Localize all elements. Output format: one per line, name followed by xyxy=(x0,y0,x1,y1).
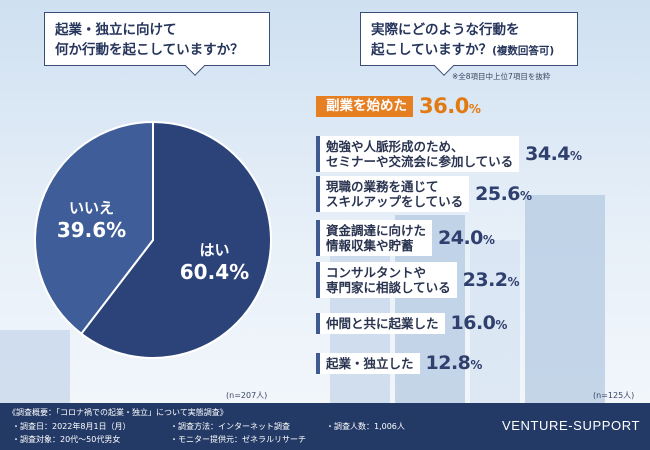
bar-category-label: 資金調達に向けた 情報収集や貯蓄 xyxy=(316,220,433,256)
bar-value-label: 36.0% xyxy=(419,94,481,118)
bar-item: 仲間と共に起業した 16.0% xyxy=(316,312,507,334)
right-note: ※全8項目中上位7項目を抜粋 xyxy=(452,72,551,81)
footer-date: ・調査日：2022年8月1日（月） xyxy=(12,422,131,431)
left-question-line1: 起業・独立に向けて xyxy=(55,22,177,38)
background-building xyxy=(525,195,605,403)
bar-category-label: コンサルタントや 専門家に相談している xyxy=(316,262,457,298)
pie-n-label: (n=207人) xyxy=(226,391,268,400)
bar-category-label: 副業を始めた xyxy=(316,95,413,117)
footer-count: ・調査人数：1,006人 xyxy=(326,422,405,431)
bar-n-label: (n=125人) xyxy=(593,391,635,400)
left-question-box: 起業・独立に向けて 何か行動を起こしていますか？ xyxy=(44,12,270,76)
bar-category-label: 仲間と共に起業した xyxy=(316,312,445,334)
right-question-line2: 起こしていますか？ xyxy=(371,42,493,58)
right-question-line1: 実際にどのような行動を xyxy=(371,22,520,38)
bar-category-label: 起業・独立した xyxy=(316,352,420,374)
bar-item: 副業を始めた 36.0% xyxy=(316,94,481,118)
bar-value-label: 12.8% xyxy=(425,352,483,374)
bar-value-label: 34.4% xyxy=(525,143,582,165)
bar-item: 資金調達に向けた 情報収集や貯蓄 24.0% xyxy=(316,220,495,256)
footer-method: ・調査方法：インターネット調査 xyxy=(170,422,290,431)
bar-value-label: 24.0% xyxy=(438,227,495,249)
footer-title: 《調査概要：「コロナ禍での起業・独立」について実態調査》 xyxy=(8,408,228,417)
footer-target: ・調査対象：20代～50代男女 xyxy=(12,435,121,444)
bar-value-label: 25.6% xyxy=(475,183,532,205)
bar-item: 起業・独立した 12.8% xyxy=(316,352,482,374)
right-question-suffix: (複数回答可) xyxy=(492,45,555,57)
background-building xyxy=(470,240,520,403)
footer-provider: ・モニター提供元：ゼネラルリサーチ xyxy=(170,435,306,444)
bar-item: 勉強や人脈形成のため、 セミナーや交流会に参加している 34.4% xyxy=(316,136,582,172)
bar-item: コンサルタントや 専門家に相談している 23.2% xyxy=(316,262,520,298)
bar-value-label: 23.2% xyxy=(462,269,520,291)
footer-logo: VENTURE-SUPPORT xyxy=(501,418,640,433)
bar-item: 現職の業務を通じて スキルアップをしている 25.6% xyxy=(316,176,532,212)
bar-category-label: 勉強や人脈形成のため、 セミナーや交流会に参加している xyxy=(316,136,520,172)
footer: 《調査概要：「コロナ禍での起業・独立」について実態調査》 ・調査日：2022年8… xyxy=(0,403,650,450)
left-question-line2: 何か行動を起こしていますか？ xyxy=(55,42,244,58)
bar-value-label: 16.0% xyxy=(450,312,508,334)
background-building xyxy=(0,330,70,403)
right-question-box: 実際にどのような行動を 起こしていますか？(複数回答可) xyxy=(360,12,578,76)
bar-category-label: 現職の業務を通じて スキルアップをしている xyxy=(316,176,470,212)
